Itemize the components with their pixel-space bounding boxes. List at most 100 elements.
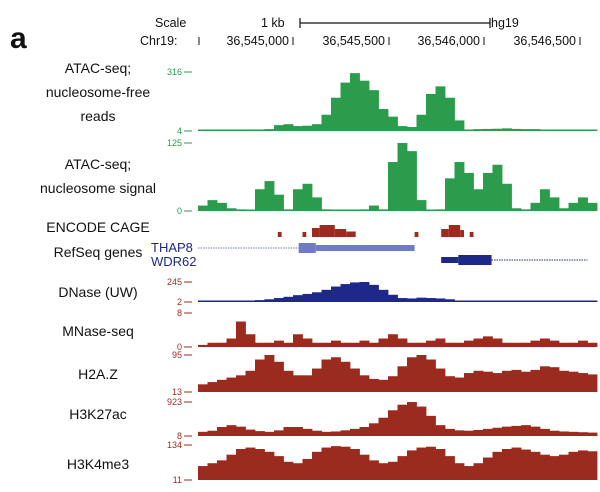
signal-bar: [264, 181, 275, 211]
signal-bar: [264, 451, 275, 480]
signal-bar: [331, 446, 341, 480]
signal-bar: [378, 289, 389, 302]
signal-bar: [283, 296, 294, 302]
track-label: H3K27ac: [69, 406, 127, 422]
signal-bar: [226, 377, 237, 392]
signal-bar: [312, 342, 322, 347]
track: H2A.Z 95 13: [78, 350, 598, 397]
signal-bar: [321, 114, 332, 131]
signal-bar: [416, 406, 427, 436]
signal-bar: [445, 342, 455, 347]
signal-bar: [198, 129, 208, 131]
track-label: nucleosome-free: [46, 84, 150, 100]
signal-bar: [521, 425, 531, 436]
signal-bar: [312, 368, 322, 392]
signal-bar: [331, 431, 341, 436]
assembly-label: hg19: [491, 16, 519, 30]
signal-bar: [274, 298, 284, 302]
signal-bar: [321, 289, 332, 302]
signal-bar: [283, 209, 294, 211]
signal-bar: [274, 430, 284, 436]
signal-bar: [492, 300, 503, 302]
gene-name: WDR62: [151, 254, 197, 269]
signal-bar: [407, 450, 417, 480]
signal-bar: [245, 300, 256, 302]
signal-bar: [464, 340, 474, 347]
signal-bar: [378, 209, 389, 211]
signal-bar: [312, 451, 322, 480]
signal-bar: [435, 298, 446, 302]
position-label: 36,546,500: [513, 34, 576, 48]
signal-bar: [350, 209, 360, 211]
signal-bar: [540, 338, 550, 347]
signal-bar: [321, 342, 332, 347]
cage-block: [460, 230, 464, 237]
signal-bar: [207, 342, 218, 347]
y-min-label: 2: [177, 297, 182, 307]
signal-bar: [378, 109, 389, 131]
chrom-label: Chr19:: [140, 34, 178, 48]
signal-bar: [302, 428, 313, 436]
utr-exon: [441, 257, 459, 263]
signal-bar: [350, 368, 360, 392]
signal-bar: [426, 340, 436, 347]
signal-bar: [350, 448, 360, 480]
y-max-label: 245: [167, 277, 182, 287]
signal-bar: [473, 370, 484, 392]
gene-thap8[interactable]: THAP8: [151, 240, 415, 255]
signal-bar: [511, 369, 522, 392]
signal-bar: [302, 125, 313, 131]
utr-exon: [315, 245, 415, 251]
signal-bar: [378, 338, 389, 347]
cage-block: [414, 232, 419, 237]
signal-bar: [331, 97, 341, 131]
signal-bar: [274, 361, 284, 392]
y-min-label: 13: [172, 387, 182, 397]
signal-bar: [530, 202, 541, 211]
signal-bar: [502, 370, 512, 392]
signal-bar: [530, 129, 541, 131]
signal-bar: [407, 298, 417, 302]
signal-bar: [416, 447, 427, 480]
signal-bar: [473, 429, 484, 436]
signal-bar: [416, 342, 427, 347]
signal-bar: [502, 183, 512, 211]
signal-bar: [198, 205, 208, 211]
signal-bar: [407, 127, 417, 131]
signal-bar: [540, 454, 550, 480]
signal-bar: [283, 427, 294, 436]
signal-bar: [521, 342, 531, 347]
signal-bar: [207, 430, 218, 436]
signal-bar: [568, 342, 579, 347]
signal-bar: [198, 300, 208, 302]
signal-bar: [473, 338, 484, 347]
signal-bar: [198, 344, 208, 347]
signal-bar: [540, 428, 550, 436]
signal-bar: [397, 404, 408, 436]
signal-bar: [587, 451, 598, 480]
signal-bar: [587, 300, 598, 302]
gene-wdr62[interactable]: WDR62: [151, 254, 588, 269]
signal-bar: [293, 189, 303, 211]
signal-bar: [426, 209, 436, 211]
signal-bar: [312, 292, 322, 302]
position-label: 36,545,000: [226, 34, 289, 48]
signal-bar: [426, 415, 436, 436]
cage-block: [448, 225, 461, 237]
cage-block: [469, 232, 474, 237]
signal-bar: [302, 338, 313, 347]
signal-bar: [388, 334, 398, 347]
signal-bar: [236, 129, 246, 131]
track-label: DNase (UW): [58, 284, 137, 300]
signal-bar: [549, 340, 560, 347]
signal-bar: [426, 359, 436, 392]
signal-bar: [464, 430, 474, 436]
y-max-label: 125: [167, 138, 182, 148]
cage-block: [346, 231, 356, 237]
signal-bar: [397, 126, 408, 131]
signal-bar: [340, 446, 351, 480]
signal-bar: [283, 342, 294, 347]
signal-bar: [388, 116, 398, 131]
signal-bar: [587, 202, 598, 211]
